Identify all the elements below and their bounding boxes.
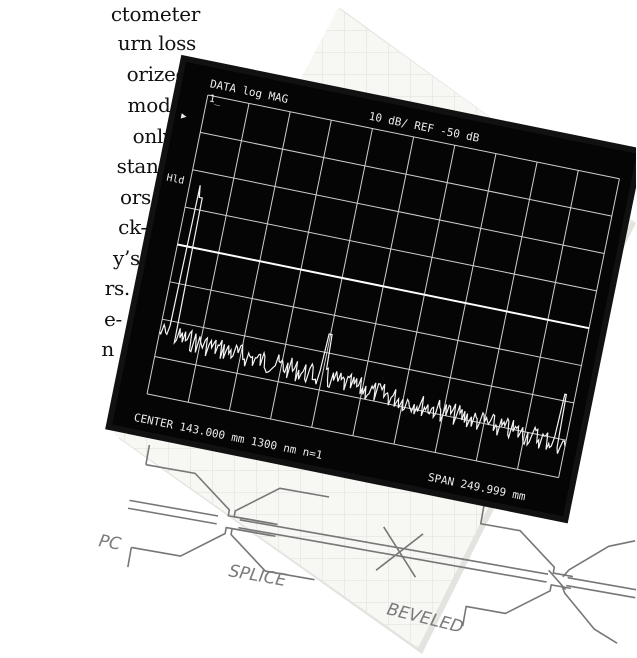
screen-graticule xyxy=(146,94,620,479)
text-line-10: rs. xyxy=(104,276,131,300)
graticule-hline xyxy=(154,356,567,441)
graticule-hline xyxy=(162,318,574,404)
text-line-1: ctometer xyxy=(110,2,200,26)
graticule-vline xyxy=(558,178,620,478)
connector-drawing xyxy=(127,444,636,644)
illustration-sheet: PC SPLICE BEVELED DATA log MAG 10 dB/ RE… xyxy=(58,8,636,656)
marker-flag: ▶ xyxy=(180,111,188,122)
text-line-8: ck- xyxy=(118,215,147,239)
text-line-12: n xyxy=(101,337,114,361)
reference-line xyxy=(177,243,590,330)
graticule-hline xyxy=(184,206,597,292)
text-line-9: y’s xyxy=(112,246,140,270)
splice-drawing xyxy=(334,526,465,578)
screen-display xyxy=(112,61,636,517)
illustration-svg: PC SPLICE BEVELED DATA log MAG 10 dB/ RE… xyxy=(97,8,636,654)
pc-connector-drawing xyxy=(127,444,337,581)
graticule-hline xyxy=(192,169,605,254)
reflectometer-trace xyxy=(159,185,568,454)
analyzer-screen: DATA log MAG 10 dB/ REF -50 dB 1̲ ▶ Hld … xyxy=(105,54,636,524)
graticule-hline xyxy=(200,131,612,217)
beveled-connector-drawing xyxy=(461,503,636,644)
label-splice: SPLICE xyxy=(227,561,288,591)
marker-box: 1̲ xyxy=(208,93,223,106)
screen-left-label: Hld xyxy=(165,173,185,187)
text-line-11: e- xyxy=(104,307,122,331)
text-line-2: urn loss xyxy=(117,31,197,55)
label-pc: PC xyxy=(97,531,122,555)
graticule-hline xyxy=(169,281,582,367)
graticule-hline xyxy=(207,94,620,180)
graticule-hline xyxy=(146,393,559,479)
